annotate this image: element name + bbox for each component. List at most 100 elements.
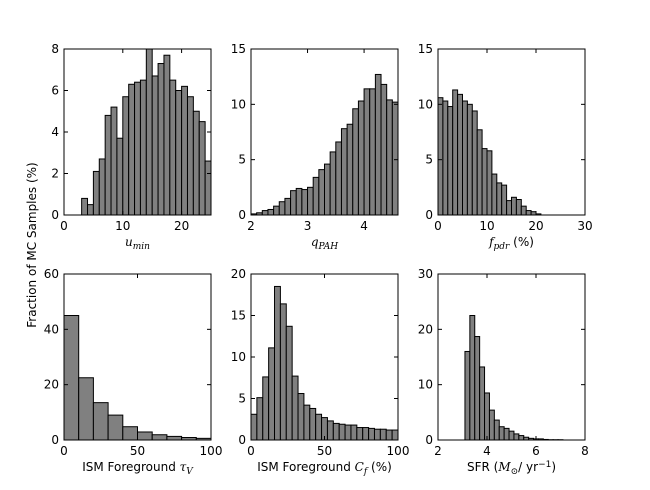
xtick-label-sfr-2: 6 — [532, 444, 540, 458]
xtick-label-umin-0: 0 — [60, 219, 68, 233]
ytick-label-fpdr-2: 10 — [418, 97, 433, 111]
bar-tauv-1 — [78, 377, 94, 441]
ytick-label-qpah-2: 10 — [231, 97, 246, 111]
xtick-label-cf-2: 100 — [387, 444, 410, 458]
xlabel-qpah: qPAH — [311, 235, 338, 252]
xtick-label-fpdr-0: 0 — [434, 219, 442, 233]
ytick-label-qpah-1: 5 — [238, 153, 246, 167]
bar-sfr-5 — [488, 409, 495, 441]
bar-cf-5 — [279, 303, 287, 441]
bar-cf-2 — [262, 376, 270, 441]
bar-qpah-13 — [324, 163, 331, 216]
ytick-label-tauv-2: 40 — [44, 322, 59, 336]
panel-sfr: 2 4 6 8 0 10 20 30 SFR (M⊙/ yr−1) — [418, 267, 589, 477]
bar-qpah-11 — [312, 176, 320, 216]
bar-fpdr-12 — [496, 182, 503, 216]
bar-umin-6 — [116, 137, 124, 216]
bar-qpah-5 — [278, 201, 286, 216]
bar-fpdr-17 — [520, 205, 527, 216]
bar-umin-11 — [145, 48, 153, 216]
bar-umin-10 — [139, 79, 147, 216]
bar-sfr-3 — [479, 366, 486, 441]
bar-umin-19 — [192, 110, 200, 216]
bar-umin-14 — [163, 54, 171, 216]
bar-cf-16 — [344, 424, 352, 441]
bar-sfr-10 — [513, 433, 520, 441]
xtick-label-sfr-3: 8 — [581, 444, 589, 458]
xtick-label-tauv-1: 50 — [130, 444, 145, 458]
xtick-label-tauv-0: 0 — [60, 444, 68, 458]
xlabel-umin: umin — [125, 235, 150, 252]
panel-umin: 0 10 20 0 2 4 6 8 umin — [51, 42, 212, 252]
bar-tauv-6 — [151, 434, 168, 441]
panel-cf: 0 50 100 0 5 10 15 20 ISM Foreground Cf (%) — [231, 267, 410, 477]
bar-fpdr-9 — [481, 148, 488, 216]
xtick-label-fpdr-2: 20 — [528, 219, 543, 233]
bar-fpdr-18 — [525, 210, 532, 216]
bar-sfr-11 — [518, 435, 525, 441]
bar-qpah-3 — [267, 208, 275, 216]
ytick-label-tauv-0: 0 — [51, 433, 59, 447]
bar-qpah-22 — [374, 73, 382, 216]
bar-fpdr-13 — [501, 184, 508, 216]
bar-umin-5 — [110, 106, 118, 216]
bar-umin-2 — [92, 170, 100, 216]
ytick-label-tauv-1: 20 — [44, 378, 59, 392]
ytick-label-cf-1: 5 — [238, 392, 246, 406]
bar-sfr-2 — [474, 336, 481, 441]
bar-qpah-21 — [369, 88, 376, 216]
bar-cf-20 — [368, 427, 375, 441]
xtick-label-qpah-2: 4 — [360, 219, 368, 233]
bar-fpdr-5 — [462, 100, 468, 216]
bar-qpah-14 — [329, 151, 337, 216]
bar-qpah-9 — [301, 189, 309, 216]
ytick-label-umin-0: 0 — [51, 208, 59, 222]
bar-qpah-8 — [295, 187, 303, 216]
bar-qpah-6 — [284, 197, 292, 216]
ytick-label-cf-4: 20 — [231, 267, 246, 281]
ytick-label-umin-3: 6 — [51, 84, 59, 98]
bar-cf-0 — [250, 413, 258, 441]
bar-fpdr-2 — [447, 106, 454, 216]
bar-cf-24 — [391, 429, 399, 441]
bar-umin-21 — [204, 160, 212, 216]
bar-qpah-23 — [380, 83, 388, 216]
ytick-label-cf-3: 15 — [231, 309, 246, 323]
ytick-label-cf-0: 0 — [238, 433, 246, 447]
bar-qpah-16 — [340, 128, 348, 216]
bar-sfr-0 — [464, 350, 471, 441]
bar-qpah-24 — [386, 99, 393, 216]
panel-tauv: 0 50 100 0 20 40 60 ISM Foreground τV — [44, 267, 223, 477]
axes-frame-sfr — [437, 273, 586, 441]
bar-umin-8 — [128, 83, 136, 216]
ytick-label-tauv-3: 60 — [44, 267, 59, 281]
bar-qpah-15 — [335, 141, 342, 216]
bar-cf-9 — [303, 404, 311, 441]
bar-fpdr-10 — [486, 150, 493, 216]
bar-tauv-3 — [107, 414, 124, 441]
bar-cf-13 — [326, 420, 334, 441]
xtick-label-cf-0: 0 — [247, 444, 255, 458]
bar-umin-0 — [81, 197, 89, 216]
ytick-label-qpah-3: 15 — [231, 42, 246, 56]
bar-fpdr-1 — [442, 100, 449, 216]
xtick-label-umin-1: 10 — [115, 219, 130, 233]
xtick-label-qpah-1: 3 — [304, 219, 312, 233]
ytick-label-sfr-2: 20 — [418, 322, 433, 336]
bar-cf-22 — [379, 428, 387, 441]
ytick-label-umin-1: 2 — [51, 167, 59, 181]
bar-fpdr-14 — [506, 200, 513, 216]
bar-fpdr-6 — [466, 103, 473, 216]
bar-cf-7 — [291, 375, 299, 441]
bar-cf-15 — [338, 423, 346, 441]
bar-cf-1 — [256, 397, 264, 441]
axes-frame-qpah — [250, 48, 399, 216]
xlabel-sfr: SFR (M⊙/ yr−1) — [467, 460, 556, 477]
bar-umin-9 — [134, 81, 141, 216]
ytick-label-sfr-3: 30 — [418, 267, 433, 281]
bar-umin-1 — [87, 204, 94, 216]
bar-tauv-0 — [63, 315, 80, 441]
bar-umin-12 — [151, 75, 159, 216]
